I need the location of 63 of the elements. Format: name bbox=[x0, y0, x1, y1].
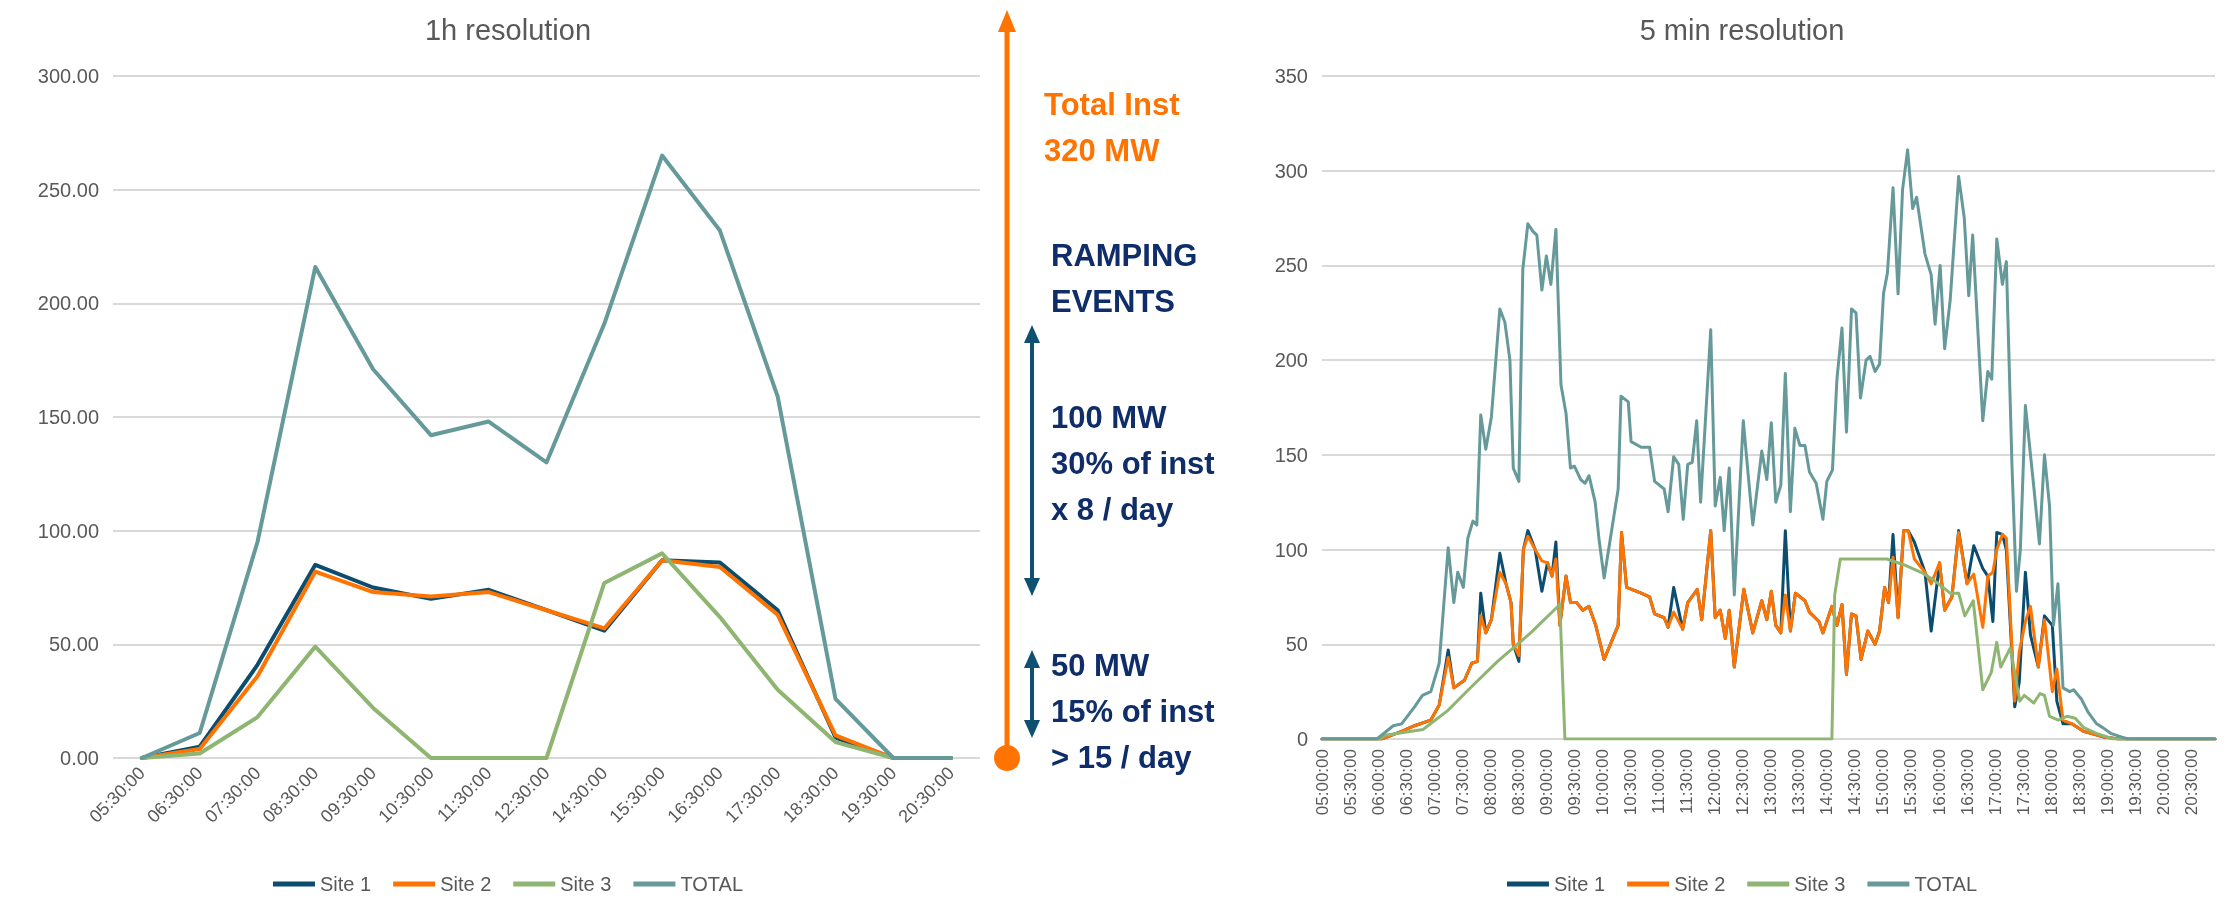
x-tick-label: 14:30:00 bbox=[1845, 749, 1865, 816]
x-tick-label: 11:00:00 bbox=[1649, 749, 1669, 814]
x-tick-label: 15:00:00 bbox=[1873, 749, 1893, 816]
legend-label: Site 3 bbox=[560, 873, 612, 895]
y-tick-label: 300 bbox=[1274, 159, 1308, 182]
x-tick-label: 05:30:00 bbox=[1340, 749, 1360, 816]
y-tick-label: 50 bbox=[1285, 633, 1308, 656]
x-tick-label: 07:30:00 bbox=[1452, 749, 1472, 816]
chart-title: 5 min resolution bbox=[1639, 13, 1845, 46]
legend-label: Site 1 bbox=[319, 873, 372, 895]
x-tick-label: 12:00:00 bbox=[1705, 749, 1725, 816]
y-tick-label: 100.00 bbox=[37, 519, 99, 542]
x-tick-label: 11:30:00 bbox=[1677, 749, 1697, 814]
x-tick-label: 13:30:00 bbox=[1789, 749, 1809, 816]
y-tick-label: 200.00 bbox=[37, 292, 99, 315]
x-tick-label: 18:00:00 bbox=[2041, 749, 2061, 816]
x-tick-label: 18:30:00 bbox=[2069, 749, 2089, 816]
legend-label: TOTAL bbox=[1914, 873, 1978, 895]
text: RAMPING EVENTS bbox=[1051, 237, 1198, 321]
legend-label: Site 3 bbox=[1794, 873, 1846, 895]
legend-label: Site 2 bbox=[440, 873, 492, 895]
x-tick-label: 19:00:00 bbox=[2097, 749, 2117, 816]
x-tick-label: 17:30:00 bbox=[2013, 749, 2033, 816]
y-tick-label: 150 bbox=[1274, 443, 1308, 466]
y-tick-label: 150.00 bbox=[37, 406, 99, 428]
text: 100 MW 30% of inst x 8 / day bbox=[1051, 399, 1215, 529]
legend-label: Site 1 bbox=[1553, 873, 1606, 895]
y-tick-label: 300.00 bbox=[37, 65, 99, 87]
y-tick-label: 200 bbox=[1274, 349, 1308, 372]
y-tick-label: 0.00 bbox=[60, 747, 99, 769]
y-tick-label: 50.00 bbox=[48, 633, 99, 656]
x-tick-label: 20:30:00 bbox=[2181, 749, 2201, 816]
x-tick-label: 10:00:00 bbox=[1592, 749, 1612, 816]
legend-label: Site 2 bbox=[1674, 873, 1726, 895]
x-tick-label: 14:00:00 bbox=[1817, 749, 1837, 816]
x-tick-label: 17:00:00 bbox=[1985, 749, 2005, 816]
legend-label: TOTAL bbox=[680, 873, 744, 895]
x-tick-label: 10:30:00 bbox=[1621, 749, 1641, 816]
x-tick-label: 08:30:00 bbox=[1508, 749, 1528, 816]
x-tick-label: 08:00:00 bbox=[1480, 749, 1500, 816]
x-tick-label: 15:30:00 bbox=[1901, 749, 1921, 816]
y-tick-label: 250.00 bbox=[37, 178, 99, 201]
x-tick-label: 12:30:00 bbox=[1733, 749, 1753, 816]
x-tick-label: 20:00:00 bbox=[2153, 749, 2173, 816]
y-tick-label: 250 bbox=[1274, 254, 1308, 277]
x-tick-label: 05:00:00 bbox=[1312, 749, 1332, 816]
x-tick-label: 16:00:00 bbox=[1929, 749, 1949, 816]
x-tick-label: 19:30:00 bbox=[2125, 749, 2145, 816]
y-tick-label: 350 bbox=[1274, 65, 1308, 87]
x-tick-label: 06:00:00 bbox=[1368, 749, 1388, 816]
y-tick-label: 0 bbox=[1296, 728, 1308, 750]
y-tick-label: 100 bbox=[1274, 538, 1308, 561]
text: Total Inst 320 MW bbox=[1044, 86, 1180, 170]
x-tick-label: 07:00:00 bbox=[1424, 749, 1444, 816]
text: 50 MW 15% of inst > 15 / day bbox=[1051, 647, 1215, 777]
x-tick-label: 06:30:00 bbox=[1396, 749, 1416, 816]
x-tick-label: 13:00:00 bbox=[1761, 749, 1781, 816]
x-tick-label: 16:30:00 bbox=[1957, 749, 1977, 816]
line-series bbox=[139, 153, 954, 760]
x-tick-label: 09:30:00 bbox=[1564, 749, 1584, 816]
line-series bbox=[1320, 148, 2217, 741]
chart-title: 1h resolution bbox=[424, 13, 592, 46]
x-tick-label: 09:00:00 bbox=[1536, 749, 1556, 816]
